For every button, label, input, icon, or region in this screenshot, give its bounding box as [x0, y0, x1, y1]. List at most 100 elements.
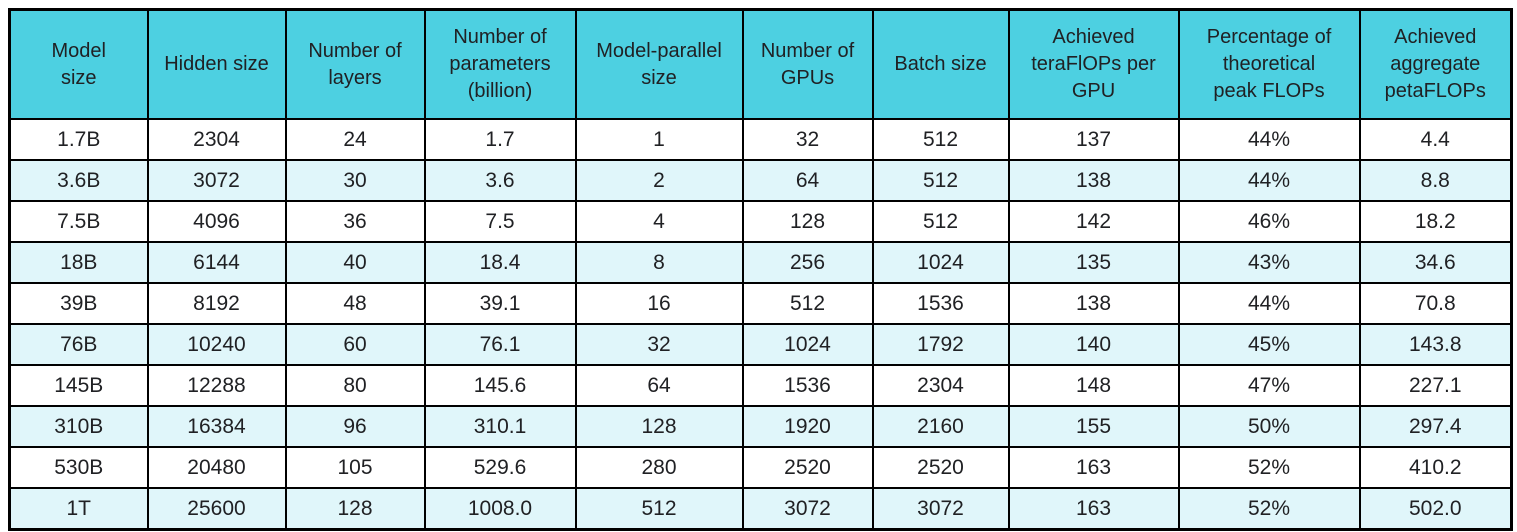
table-cell: 16: [574, 282, 744, 325]
table-cell: 96: [284, 405, 426, 448]
header-row: Model size Hidden size Number of layers Num…: [8, 8, 1513, 120]
table-row: 18B 6144 40 18.4 8 256 1024 135 43% 34.6: [8, 241, 1513, 284]
table-cell: 512: [574, 487, 744, 531]
table-cell: 142: [1007, 200, 1180, 243]
table-cell: 32: [741, 118, 874, 161]
table-cell: 39B: [8, 282, 149, 325]
table-cell: 32: [574, 323, 744, 366]
table-cell: 6144: [146, 241, 287, 284]
table-cell: 529.6: [423, 446, 577, 489]
table-cell: 25600: [146, 487, 287, 531]
table-row: 39B 8192 48 39.1 16 512 1536 138 44% 70.8: [8, 282, 1513, 325]
column-header: Hidden size: [146, 8, 287, 120]
table-cell: 1.7B: [8, 118, 149, 161]
table-cell: 2160: [871, 405, 1010, 448]
column-header: Number of GPUs: [741, 8, 874, 120]
table-cell: 227.1: [1358, 364, 1513, 407]
table-cell: 43%: [1177, 241, 1361, 284]
table-row: 310B 16384 96 310.1 128 1920 2160 155 50% 297.4: [8, 405, 1513, 448]
table-cell: 52%: [1177, 446, 1361, 489]
table-cell: 47%: [1177, 364, 1361, 407]
table-cell: 4.4: [1358, 118, 1513, 161]
table-cell: 145.6: [423, 364, 577, 407]
table-cell: 128: [741, 200, 874, 243]
table-cell: 530B: [8, 446, 149, 489]
table-cell: 39.1: [423, 282, 577, 325]
table-cell: 1536: [741, 364, 874, 407]
table-cell: 30: [284, 159, 426, 202]
table-cell: 3.6: [423, 159, 577, 202]
table-cell: 18.4: [423, 241, 577, 284]
column-header: Number of parameters (billion): [423, 8, 577, 120]
table-cell: 3072: [741, 487, 874, 531]
table-body: 1.7B 2304 24 1.7 1 32 512 137 44% 4.4 3.6B 3072 30 3.…: [8, 118, 1513, 531]
table-cell: 2304: [146, 118, 287, 161]
table-cell: 1920: [741, 405, 874, 448]
table-row: 530B 20480 105 529.6 280 2520 2520 163 52% 410.2: [8, 446, 1513, 489]
table-cell: 45%: [1177, 323, 1361, 366]
table-cell: 297.4: [1358, 405, 1513, 448]
table-cell: 128: [574, 405, 744, 448]
table-cell: 34.6: [1358, 241, 1513, 284]
table-cell: 4096: [146, 200, 287, 243]
table-cell: 76.1: [423, 323, 577, 366]
table-cell: 3.6B: [8, 159, 149, 202]
table-cell: 512: [871, 118, 1010, 161]
table-cell: 145B: [8, 364, 149, 407]
table-cell: 512: [871, 159, 1010, 202]
table-cell: 163: [1007, 446, 1180, 489]
table-row: 1T 25600 128 1008.0 512 3072 3072 163 52% 502.0: [8, 487, 1513, 531]
table-cell: 64: [741, 159, 874, 202]
column-header: Model-parallel size: [574, 8, 744, 120]
table-cell: 60: [284, 323, 426, 366]
table-cell: 512: [741, 282, 874, 325]
table-cell: 138: [1007, 282, 1180, 325]
table-cell: 4: [574, 200, 744, 243]
table-cell: 1792: [871, 323, 1010, 366]
table-cell: 3072: [871, 487, 1010, 531]
table-cell: 36: [284, 200, 426, 243]
table-cell: 128: [284, 487, 426, 531]
column-header: Batch size: [871, 8, 1010, 120]
table-cell: 44%: [1177, 159, 1361, 202]
table-row: 145B 12288 80 145.6 64 1536 2304 148 47% 227.1: [8, 364, 1513, 407]
table-cell: 148: [1007, 364, 1180, 407]
table-row: 76B 10240 60 76.1 32 1024 1792 140 45% 143.8: [8, 323, 1513, 366]
table-row: 1.7B 2304 24 1.7 1 32 512 137 44% 4.4: [8, 118, 1513, 161]
table-cell: 12288: [146, 364, 287, 407]
table-cell: 143.8: [1358, 323, 1513, 366]
table-cell: 24: [284, 118, 426, 161]
column-header: Achieved teraFlOPs per GPU: [1007, 8, 1180, 120]
table-row: 3.6B 3072 30 3.6 2 64 512 138 44% 8.8: [8, 159, 1513, 202]
column-header: Percentage of theoretical peak FLOPs: [1177, 8, 1361, 120]
table-cell: 48: [284, 282, 426, 325]
table-cell: 310.1: [423, 405, 577, 448]
table-cell: 8.8: [1358, 159, 1513, 202]
table-cell: 20480: [146, 446, 287, 489]
table-cell: 410.2: [1358, 446, 1513, 489]
table-cell: 1T: [8, 487, 149, 531]
table-cell: 8: [574, 241, 744, 284]
table-cell: 502.0: [1358, 487, 1513, 531]
table-cell: 7.5: [423, 200, 577, 243]
table-cell: 256: [741, 241, 874, 284]
table-cell: 280: [574, 446, 744, 489]
table-cell: 50%: [1177, 405, 1361, 448]
table-cell: 135: [1007, 241, 1180, 284]
model-scaling-table: Model size Hidden size Number of layers Num…: [8, 8, 1513, 531]
table-row: 7.5B 4096 36 7.5 4 128 512 142 46% 18.2: [8, 200, 1513, 243]
table-cell: 46%: [1177, 200, 1361, 243]
column-header: Achieved aggregate petaFLOPs: [1358, 8, 1513, 120]
table-cell: 2: [574, 159, 744, 202]
table-cell: 52%: [1177, 487, 1361, 531]
table-cell: 40: [284, 241, 426, 284]
table-cell: 1024: [741, 323, 874, 366]
table-cell: 512: [871, 200, 1010, 243]
table-cell: 16384: [146, 405, 287, 448]
table-cell: 8192: [146, 282, 287, 325]
table-cell: 105: [284, 446, 426, 489]
table-cell: 44%: [1177, 118, 1361, 161]
table-cell: 7.5B: [8, 200, 149, 243]
table-cell: 18B: [8, 241, 149, 284]
